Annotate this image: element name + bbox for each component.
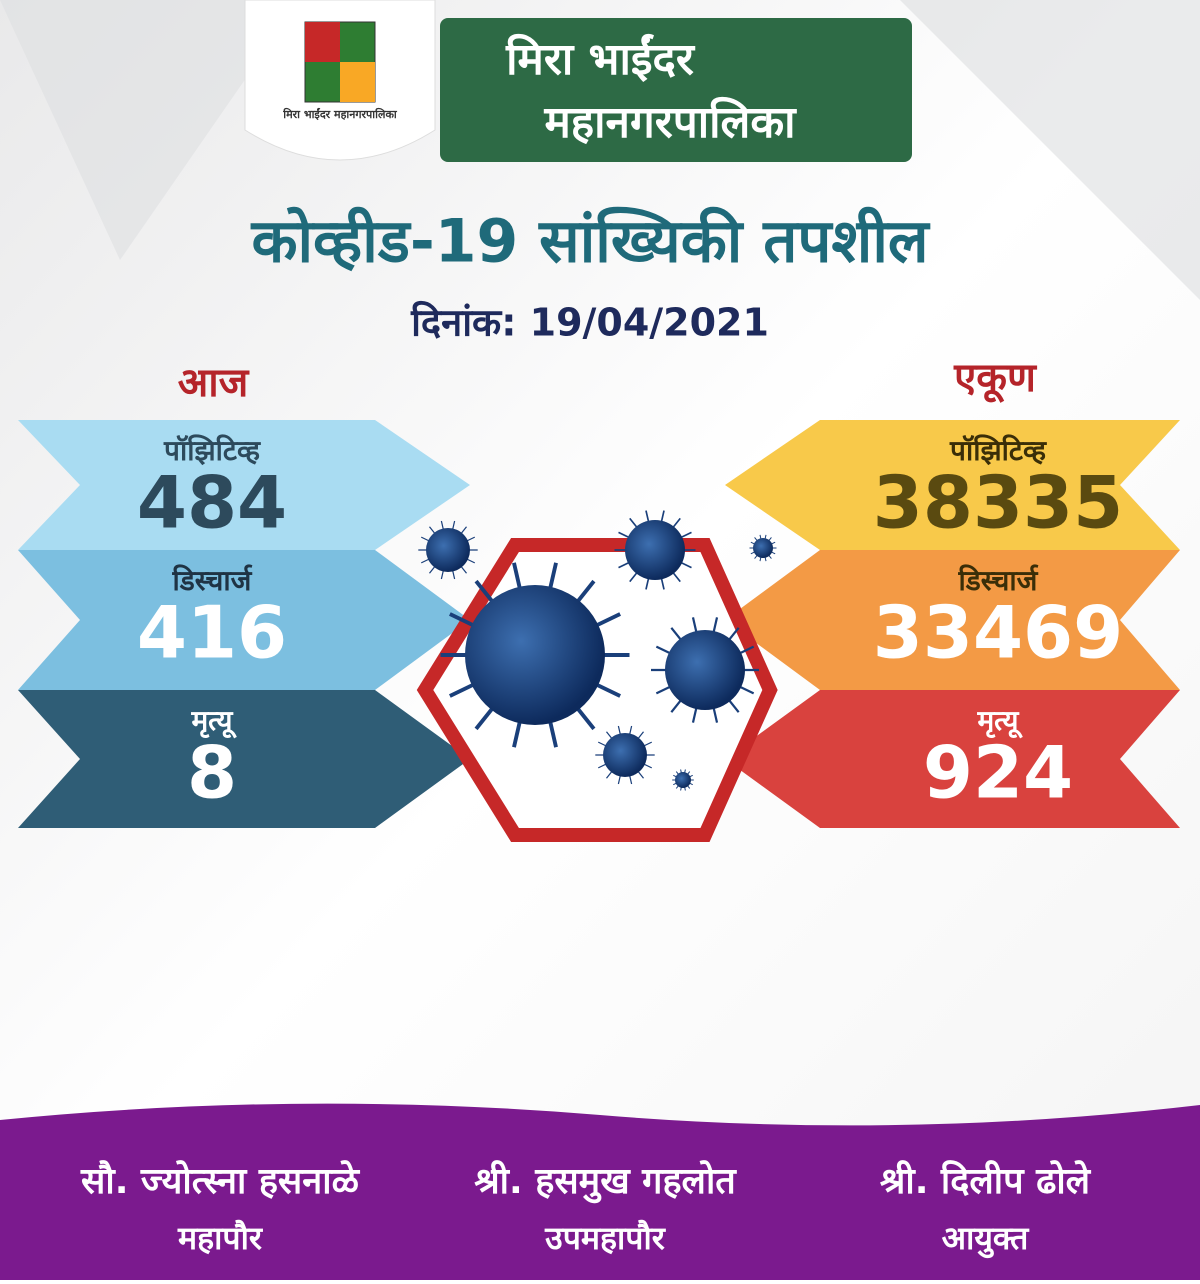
total-value: 33469 xyxy=(873,591,1124,675)
emblem xyxy=(340,62,375,102)
emblem xyxy=(305,22,340,62)
virus xyxy=(665,630,745,710)
bg-shape xyxy=(0,0,300,260)
today-value: 484 xyxy=(137,461,287,545)
date: दिनांक: 19/04/2021 xyxy=(410,301,769,345)
bg-shape xyxy=(900,0,1200,300)
virus xyxy=(465,585,605,725)
person-name: श्री. दिलीप ढोले xyxy=(880,1160,1092,1202)
total-label: पॉझिटिव्ह xyxy=(949,434,1047,467)
total-label: मृत्यू xyxy=(976,704,1023,739)
virus xyxy=(625,520,685,580)
total-band xyxy=(725,690,1180,828)
today-band xyxy=(18,420,470,550)
virus xyxy=(675,772,691,788)
virus xyxy=(753,538,773,558)
org-name: मिरा भाईंदर xyxy=(505,33,696,85)
person-name: श्री. हसमुख गहलोत xyxy=(474,1160,737,1204)
today-band xyxy=(18,690,470,828)
total-band xyxy=(725,420,1180,550)
today-label: डिस्चार्ज xyxy=(172,564,253,597)
today-heading: आज xyxy=(178,360,250,406)
total-value: 924 xyxy=(923,731,1073,815)
total-band xyxy=(725,550,1180,690)
today-value: 416 xyxy=(137,591,287,675)
virus-art xyxy=(418,510,777,791)
footer: सौ. ज्योत्स्ना हसनाळे महापौर श्री. हसमुख ग… xyxy=(80,1160,1092,1259)
footer-band xyxy=(0,1103,1200,1280)
title: कोव्हीड-19 सांख्यिकी तपशील xyxy=(250,207,930,277)
virus xyxy=(603,733,647,777)
person-role: महापौर xyxy=(177,1219,264,1257)
total-heading: एकूण xyxy=(953,355,1038,403)
virus xyxy=(426,528,470,572)
org-box xyxy=(440,18,912,162)
org-name: महानगरपालिका xyxy=(543,96,797,148)
person-role: आयुक्त xyxy=(942,1219,1030,1259)
today-value: 8 xyxy=(187,731,237,815)
total-label: डिस्चार्ज xyxy=(958,564,1039,597)
person-role: उपमहापौर xyxy=(544,1219,667,1257)
today-label: मृत्यू xyxy=(190,704,237,739)
emblem-text: मिरा भाईंदर महानगरपालिका xyxy=(282,107,398,121)
total-value: 38335 xyxy=(873,461,1124,545)
today-label: पॉझिटिव्ह xyxy=(163,434,261,467)
today-band xyxy=(18,550,470,690)
person-name: सौ. ज्योत्स्ना हसनाळे xyxy=(80,1160,361,1202)
